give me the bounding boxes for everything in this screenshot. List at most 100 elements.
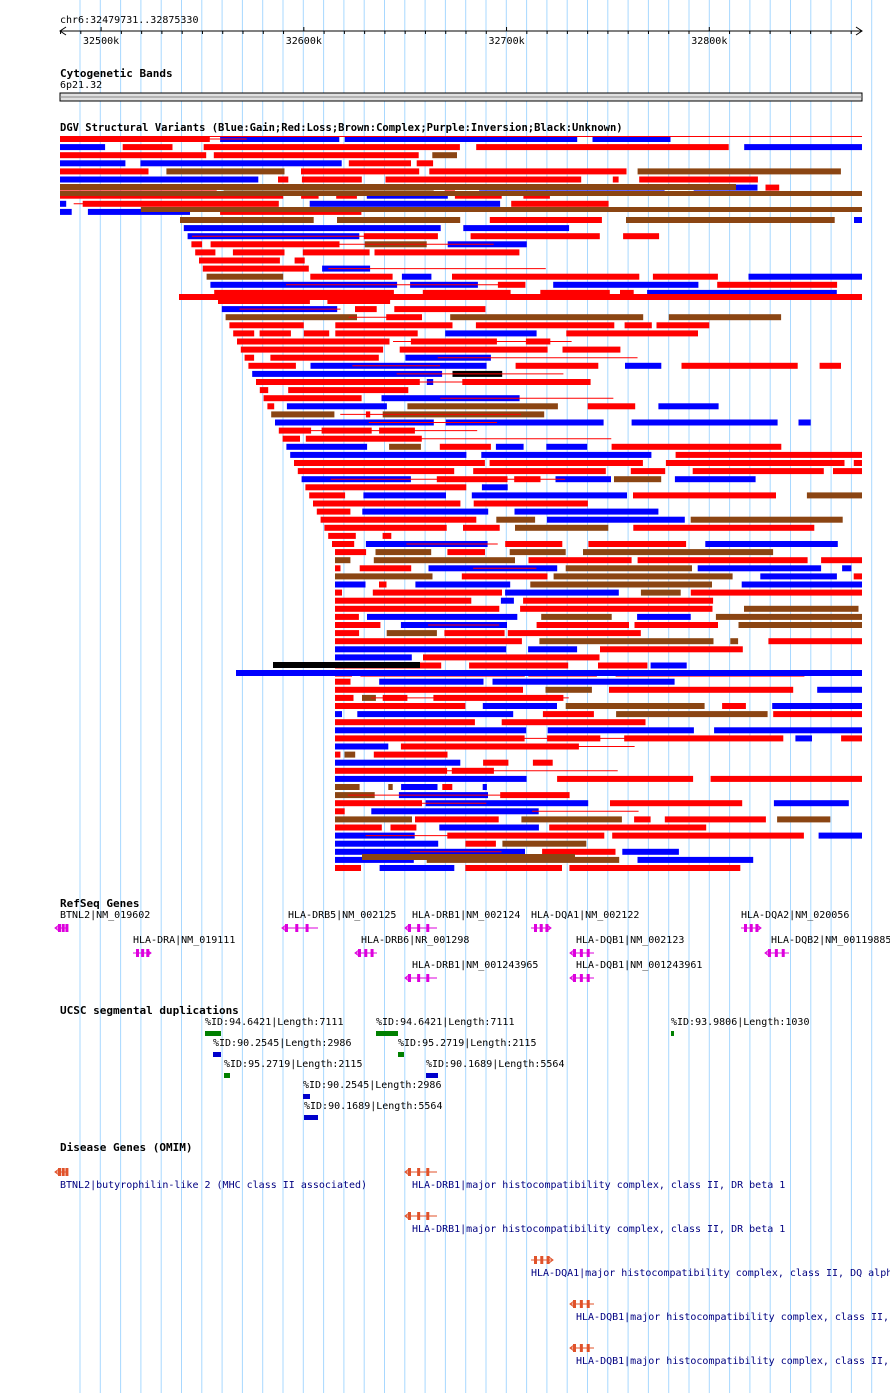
dgv-variant — [267, 403, 275, 410]
dgv-variant — [335, 330, 418, 337]
refseq-gene-strand — [54, 924, 60, 932]
omim-track-title[interactable]: Disease Genes (OMIM) — [60, 1141, 193, 1154]
dgv-variant — [282, 435, 300, 442]
refseq-gene-exon — [545, 924, 549, 932]
omim-gene-label[interactable]: HLA-DRB1|major histocompatibility comple… — [412, 1180, 786, 1191]
dgv-variant — [335, 646, 507, 653]
refseq-gene-label[interactable]: HLA-DQB1|NM_001243961 — [576, 960, 703, 971]
dgv-variant — [514, 508, 659, 515]
dgv-variant — [647, 289, 837, 296]
dgv-variant — [386, 630, 437, 637]
dgv-variant — [278, 176, 289, 183]
omim-gene-label[interactable]: BTNL2|butyrophilin-like 2 (MHC class II … — [60, 1180, 368, 1191]
dgv-variant — [388, 784, 393, 790]
dgv-variant — [515, 524, 609, 531]
refseq-gene-exon — [579, 974, 583, 982]
dgv-variant — [492, 678, 675, 685]
cytoband-track-title[interactable]: Cytogenetic Bands — [60, 67, 173, 80]
refseq-gene-label[interactable]: HLA-DRB1|NM_002124 — [412, 910, 521, 921]
dgv-variant — [60, 168, 149, 175]
dgv-variant — [630, 468, 666, 475]
refseq-gene-exon — [136, 949, 139, 957]
dgv-variant — [335, 597, 472, 604]
omim-gene-exon — [586, 1344, 590, 1352]
segdup-label[interactable]: %ID:90.2545|Length:2986 — [213, 1038, 352, 1049]
dgv-variant — [214, 289, 394, 296]
refseq-gene-label[interactable]: HLA-DRB6|NR_001298 — [361, 935, 470, 946]
segdup-label[interactable]: %ID:95.2719|Length:2115 — [398, 1038, 537, 1049]
refseq-gene-label[interactable]: BTNL2|NM_019602 — [60, 910, 151, 921]
omim-gene-exon — [546, 1256, 550, 1264]
segdup-label[interactable]: %ID:90.1689|Length:5564 — [426, 1059, 565, 1070]
segdup-track-title[interactable]: UCSC segmental duplications — [60, 1004, 239, 1017]
segdup-label[interactable]: %ID:95.2719|Length:2115 — [224, 1059, 363, 1070]
omim-gene-label[interactable]: HLA-DQA1|major histocompatibility comple… — [531, 1268, 890, 1279]
segdup-label[interactable]: %ID:90.1689|Length:5564 — [304, 1101, 443, 1112]
dgv-variant — [637, 557, 808, 564]
segdup-label[interactable]: %ID:94.6421|Length:7111 — [205, 1017, 344, 1028]
dgv-variant — [463, 225, 570, 232]
dgv-variant — [536, 622, 629, 628]
dgv-variant — [206, 273, 284, 280]
refseq-gene-strand — [281, 924, 287, 932]
refseq-gene-label[interactable]: HLA-DQB1|NM_002123 — [576, 935, 685, 946]
dgv-variant — [60, 184, 736, 190]
dgv-variant — [309, 492, 346, 499]
refseq-gene-strand — [404, 924, 410, 932]
segdup-label[interactable]: %ID:94.6421|Length:7111 — [376, 1017, 515, 1028]
dgv-variant — [271, 411, 335, 418]
dgv-variant — [305, 484, 467, 491]
omim-gene-label[interactable]: HLA-DQB1|major histocompatibility comple… — [576, 1356, 890, 1367]
dgv-variant — [202, 265, 309, 272]
refseq-gene-exon — [586, 949, 590, 957]
omim-gene-exon — [586, 1300, 590, 1308]
dgv-variant — [87, 208, 190, 215]
dgv-variant — [278, 427, 312, 434]
refseq-track-title[interactable]: RefSeq Genes — [60, 897, 140, 910]
refseq-gene-label[interactable]: HLA-DRA|NM_019111 — [133, 935, 236, 946]
dgv-variant — [335, 727, 527, 734]
dgv-variant — [288, 387, 409, 394]
dgv-variant — [374, 249, 520, 256]
omim-gene-label[interactable]: HLA-DQB1|major histocompatibility comple… — [576, 1312, 890, 1323]
dgv-variant — [634, 622, 718, 628]
omim-gene-label[interactable]: HLA-DRB1|major histocompatibility comple… — [412, 1224, 786, 1235]
dgv-variant — [305, 435, 422, 442]
segdup-label[interactable]: %ID:90.2545|Length:2986 — [303, 1080, 442, 1091]
dgv-variant — [335, 865, 361, 871]
dgv-variant — [335, 589, 342, 596]
refseq-gene-label[interactable]: HLA-DRB5|NM_002125 — [288, 910, 397, 921]
dgv-variant — [60, 160, 126, 167]
dgv-variant — [237, 338, 390, 345]
dgv-variant — [773, 711, 862, 718]
dgv-variant — [335, 622, 381, 628]
dgv-variant — [335, 735, 525, 742]
dgv-variant — [229, 322, 304, 329]
dgv-variant — [355, 306, 377, 313]
dgv-variant — [302, 249, 370, 256]
dgv-variant — [335, 808, 345, 815]
dgv-variant — [275, 419, 434, 426]
dgv-variant — [335, 759, 461, 766]
ruler-tick-label: 32800k — [691, 36, 727, 47]
dgv-variant — [445, 330, 537, 337]
dgv-variant — [452, 273, 640, 280]
omim-gene-exon — [579, 1344, 583, 1352]
refseq-gene-label[interactable]: HLA-DQA1|NM_002122 — [531, 910, 640, 921]
dgv-variant — [375, 549, 432, 556]
dgv-variant — [569, 865, 741, 871]
dgv-track-title[interactable]: DGV Structural Variants (Blue:Gain;Red:L… — [60, 122, 623, 134]
refseq-gene-label[interactable]: HLA-DQB2|NM_00119885 — [771, 935, 890, 946]
refseq-gene-label[interactable]: HLA-DQA2|NM_020056 — [741, 910, 850, 921]
segdup-label[interactable]: %ID:93.9806|Length:1030 — [671, 1017, 810, 1028]
dgv-variant — [439, 824, 539, 831]
refseq-gene-exon — [768, 949, 771, 957]
dgv-variant — [294, 257, 305, 264]
omim-gene-exon — [417, 1212, 421, 1220]
dgv-variant — [373, 557, 515, 564]
refseq-gene-exon — [370, 949, 374, 957]
refseq-gene-exon — [295, 924, 299, 932]
refseq-gene-label[interactable]: HLA-DRB1|NM_001243965 — [412, 960, 539, 971]
dgv-variant — [690, 589, 862, 596]
dgv-variant — [652, 273, 718, 280]
